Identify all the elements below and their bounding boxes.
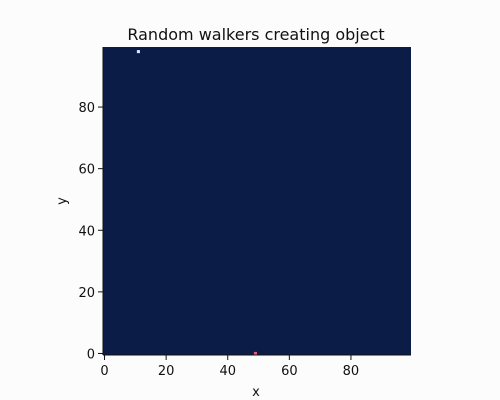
y-tick-label: 20 bbox=[78, 286, 95, 301]
x-tick-label: 80 bbox=[343, 364, 360, 379]
plot-area bbox=[103, 47, 411, 355]
y-axis-label: y bbox=[55, 197, 70, 205]
chart-title: Random walkers creating object bbox=[127, 25, 384, 44]
y-tick-label: 0 bbox=[87, 347, 95, 362]
x-axis-label: x bbox=[252, 385, 260, 400]
x-tick-label: 60 bbox=[281, 364, 298, 379]
points-layer bbox=[136, 50, 257, 355]
x-axis-ticks: 0 20 40 60 80 bbox=[100, 355, 359, 379]
y-tick-label: 80 bbox=[78, 101, 95, 116]
heatmap-point-0 bbox=[136, 50, 140, 54]
x-tick-label: 0 bbox=[100, 364, 108, 379]
y-tick-label: 40 bbox=[78, 224, 95, 239]
heatmap-point-1 bbox=[253, 351, 257, 355]
y-axis-ticks: 0 20 40 60 80 bbox=[78, 101, 103, 362]
x-tick-label: 40 bbox=[219, 364, 236, 379]
x-tick-label: 20 bbox=[158, 364, 175, 379]
y-tick-label: 60 bbox=[78, 163, 95, 178]
